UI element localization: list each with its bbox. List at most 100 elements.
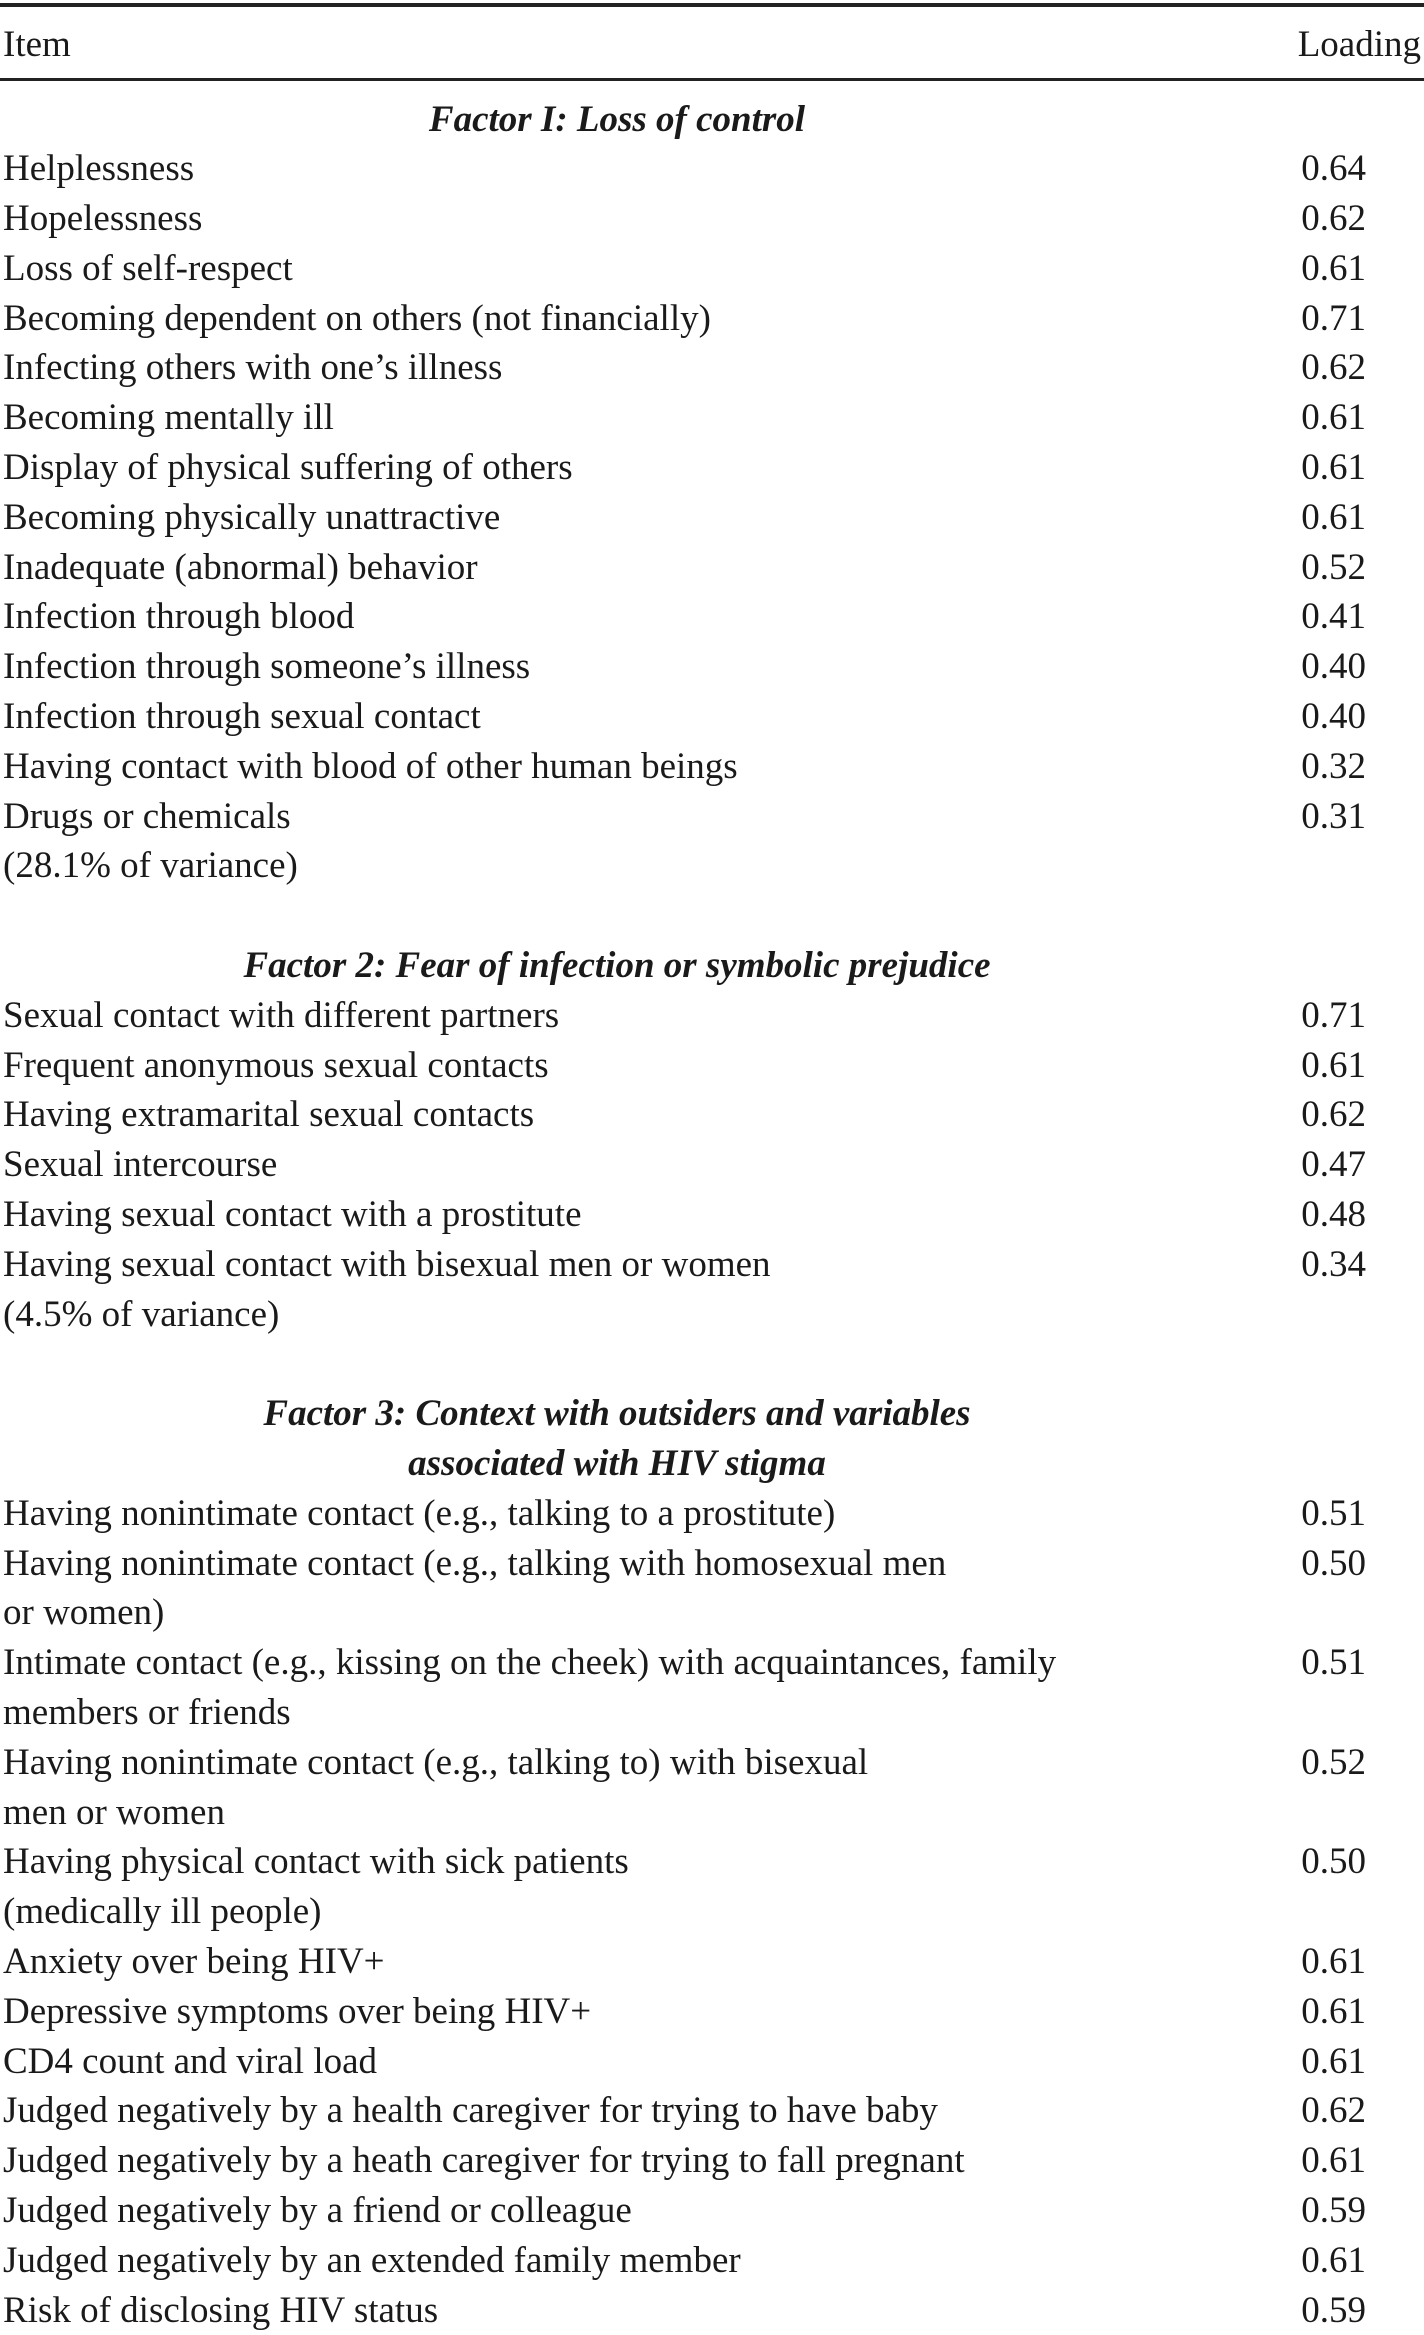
item-label: Drugs or chemicals <box>3 795 291 837</box>
table-row: Risk of disclosing HIV status 0.59 <box>0 2286 1424 2335</box>
item-label: Infection through someone’s illness <box>3 646 531 688</box>
item-label: Depressive symptoms over being HIV+ <box>3 1990 592 2032</box>
table-row: or women) <box>0 1588 1424 1638</box>
item-label: Becoming dependent on others (not financ… <box>3 297 711 339</box>
column-header-item: Item <box>3 24 71 65</box>
item-label: Having nonintimate contact (e.g., talkin… <box>3 1542 947 1584</box>
loading-value: 0.62 <box>1301 2090 1366 2132</box>
table-row: Frequent anonymous sexual contacts 0.61 <box>0 1041 1424 1091</box>
loading-value: 0.62 <box>1301 1094 1366 1136</box>
item-label: Helplessness <box>3 148 195 190</box>
item-label: Having extramarital sexual contacts <box>3 1094 535 1136</box>
item-label: Frequent anonymous sexual contacts <box>3 1044 549 1086</box>
table-top-rule <box>0 3 1424 7</box>
loading-value: 0.59 <box>1301 2189 1366 2231</box>
loading-value: 0.62 <box>1301 347 1366 389</box>
column-header-loading: Loading <box>1297 24 1421 65</box>
loading-value: 0.61 <box>1301 496 1366 538</box>
table-row: Becoming physically unattractive 0.61 <box>0 493 1424 543</box>
table-row: Having nonintimate contact (e.g., talkin… <box>0 1738 1424 1788</box>
item-label: or women) <box>3 1592 165 1634</box>
table-row: Judged negatively by a heath caregiver f… <box>0 2136 1424 2186</box>
item-label: Display of physical suffering of others <box>3 447 573 489</box>
table-row: men or women <box>0 1788 1424 1838</box>
item-label: CD4 count and viral load <box>3 2040 378 2082</box>
table-row: Sexual contact with different partners 0.… <box>0 991 1424 1041</box>
table-row: Helplessness 0.64 <box>0 144 1424 194</box>
item-label: Having nonintimate contact (e.g., talkin… <box>3 1492 836 1534</box>
loading-value: 0.71 <box>1301 994 1366 1036</box>
loading-value: 0.61 <box>1301 1940 1366 1982</box>
table-row: Judged negatively by a friend or colleag… <box>0 2186 1424 2236</box>
loading-value: 0.47 <box>1301 1144 1366 1186</box>
table-row: Having physical contact with sick patien… <box>0 1837 1424 1887</box>
factor-loading-table: Factor I: Loss of control Helplessness 0.6… <box>0 95 1424 2335</box>
loading-value: 0.40 <box>1301 646 1366 688</box>
loading-value: 0.61 <box>1301 2239 1366 2281</box>
loading-value: 0.51 <box>1301 1492 1366 1534</box>
table-row: Having contact with blood of other human… <box>0 742 1424 792</box>
item-label: Sexual contact with different partners <box>3 994 560 1036</box>
loading-value: 0.51 <box>1301 1642 1366 1684</box>
item-label: men or women <box>3 1791 225 1833</box>
item-label: Becoming mentally ill <box>3 397 334 439</box>
item-label: Intimate contact (e.g., kissing on the c… <box>3 1642 1057 1684</box>
table-row: Sexual intercourse 0.47 <box>0 1140 1424 1190</box>
loading-value: 0.61 <box>1301 247 1366 289</box>
item-label: Having sexual contact with bisexual men … <box>3 1243 771 1285</box>
table-row: Becoming dependent on others (not financ… <box>0 294 1424 344</box>
item-label: Infecting others with one’s illness <box>3 347 503 389</box>
loading-value: 0.50 <box>1301 1841 1366 1883</box>
item-label: (4.5% of variance) <box>3 1293 280 1335</box>
table-row: Having nonintimate contact (e.g., talkin… <box>0 1489 1424 1539</box>
factor-heading: Factor I: Loss of control <box>428 98 806 140</box>
item-label: Hopelessness <box>3 198 203 240</box>
blank-row <box>0 891 1424 941</box>
item-label: Judged negatively by a health caregiver … <box>3 2090 938 2132</box>
loading-value: 0.34 <box>1301 1243 1366 1285</box>
factor-heading: Factor 2: Fear of infection or symbolic … <box>243 945 991 987</box>
loading-value: 0.61 <box>1301 397 1366 439</box>
table-row: members or friends <box>0 1688 1424 1738</box>
loading-value: 0.50 <box>1301 1542 1366 1584</box>
table-row: Infection through blood 0.41 <box>0 592 1424 642</box>
blank-row <box>0 1339 1424 1389</box>
item-label: Becoming physically unattractive <box>3 496 501 538</box>
loading-value: 0.52 <box>1301 546 1366 588</box>
item-label: Infection through sexual contact <box>3 696 481 738</box>
table-row: Infection through someone’s illness 0.40 <box>0 642 1424 692</box>
table-row: Depressive symptoms over being HIV+ 0.61 <box>0 1987 1424 2037</box>
item-label: Infection through blood <box>3 596 355 638</box>
loading-value: 0.40 <box>1301 696 1366 738</box>
table-row: (medically ill people) <box>0 1887 1424 1937</box>
variance-note: (4.5% of variance) <box>0 1290 1424 1340</box>
loading-value: 0.61 <box>1301 1990 1366 2032</box>
factor-heading: associated with HIV stigma <box>408 1443 826 1485</box>
table-row: Having extramarital sexual contacts 0.62 <box>0 1090 1424 1140</box>
item-label: (medically ill people) <box>3 1891 322 1933</box>
table-row: Having sexual contact with bisexual men … <box>0 1240 1424 1290</box>
item-label: Having physical contact with sick patien… <box>3 1841 629 1883</box>
table-row: Display of physical suffering of others 0… <box>0 443 1424 493</box>
loading-value: 0.48 <box>1301 1194 1366 1236</box>
loading-value: 0.64 <box>1301 148 1366 190</box>
variance-note: (28.1% of variance) <box>0 841 1424 891</box>
item-label: Anxiety over being HIV+ <box>3 1940 385 1982</box>
loading-value: 0.61 <box>1301 2040 1366 2082</box>
table-row: Judged negatively by a health caregiver … <box>0 2086 1424 2136</box>
table-row: Infecting others with one’s illness 0.62 <box>0 343 1424 393</box>
table-row: Having nonintimate contact (e.g., talkin… <box>0 1539 1424 1589</box>
loading-value: 0.62 <box>1301 198 1366 240</box>
loading-value: 0.59 <box>1301 2289 1366 2331</box>
loading-value: 0.61 <box>1301 1044 1366 1086</box>
item-label: Having sexual contact with a prostitute <box>3 1194 582 1236</box>
item-label: Judged negatively by a friend or colleag… <box>3 2189 632 2231</box>
loading-value: 0.61 <box>1301 447 1366 489</box>
item-label: Risk of disclosing HIV status <box>3 2289 439 2331</box>
table-row: Hopelessness 0.62 <box>0 194 1424 244</box>
table-row: Judged negatively by an extended family … <box>0 2236 1424 2286</box>
loading-value: 0.31 <box>1301 795 1366 837</box>
item-label: members or friends <box>3 1692 291 1733</box>
item-label: Judged negatively by a heath caregiver f… <box>3 2140 965 2182</box>
table-row: Having sexual contact with a prostitute 0… <box>0 1190 1424 1240</box>
